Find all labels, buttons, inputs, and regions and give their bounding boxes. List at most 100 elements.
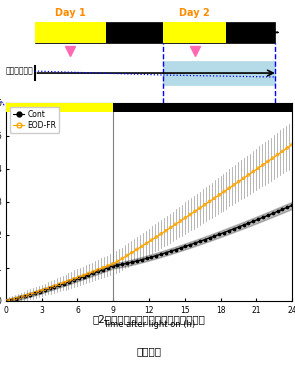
Point <box>76 276 81 282</box>
Point <box>236 224 241 230</box>
Point <box>47 286 52 292</box>
Point <box>168 224 173 230</box>
Bar <box>163 61 275 85</box>
Point <box>91 270 96 276</box>
Point <box>23 293 28 299</box>
Point <box>144 240 149 246</box>
Point <box>193 240 197 246</box>
Point <box>178 218 183 224</box>
Point <box>8 297 13 303</box>
Point <box>110 263 115 269</box>
Text: 図2．　画像解析による伸長量の日変化: 図2． 画像解析による伸長量の日変化 <box>93 314 205 324</box>
Point <box>81 274 86 280</box>
Point <box>86 270 91 276</box>
Point <box>207 199 212 204</box>
Point <box>154 234 159 240</box>
Point <box>86 272 91 278</box>
Point <box>227 228 231 234</box>
Point <box>13 296 18 301</box>
Point <box>96 269 100 275</box>
Point <box>115 258 120 264</box>
Point <box>241 222 246 228</box>
Bar <box>35 21 106 43</box>
Point <box>266 213 270 218</box>
Point <box>212 195 217 201</box>
Point <box>159 231 163 237</box>
Point <box>52 284 57 290</box>
Point <box>4 298 8 304</box>
Point <box>251 218 255 224</box>
Point <box>164 250 168 256</box>
X-axis label: Time after light on (h): Time after light on (h) <box>103 320 195 329</box>
Point <box>62 280 66 286</box>
Point <box>246 172 251 178</box>
Point <box>280 207 285 213</box>
Point <box>168 248 173 254</box>
Point <box>232 226 236 232</box>
Point <box>280 148 285 154</box>
Point <box>47 285 52 291</box>
Text: の比較: の比較 <box>137 346 161 356</box>
Point <box>135 258 139 264</box>
Point <box>266 159 270 165</box>
Point <box>256 216 260 222</box>
Point <box>290 202 294 208</box>
Point <box>207 235 212 241</box>
Point <box>120 256 125 262</box>
Point <box>217 192 222 198</box>
Point <box>62 280 66 286</box>
Point <box>260 214 265 220</box>
Point <box>290 142 294 148</box>
Point <box>256 165 260 171</box>
Bar <box>163 21 226 43</box>
Bar <box>35 21 275 43</box>
Point <box>115 262 120 268</box>
Point <box>222 230 227 235</box>
Point <box>135 246 139 252</box>
Point <box>149 254 154 260</box>
Point <box>110 261 115 267</box>
Point <box>251 169 255 175</box>
Point <box>270 155 275 161</box>
Point <box>67 278 71 284</box>
Point <box>130 259 134 265</box>
Text: Day 1: Day 1 <box>55 7 86 18</box>
Point <box>42 286 47 292</box>
Point <box>139 244 144 249</box>
Point <box>91 269 96 275</box>
Point <box>173 246 178 252</box>
Point <box>120 261 125 267</box>
Point <box>285 145 290 151</box>
Point <box>217 231 222 237</box>
Point <box>76 274 81 280</box>
Point <box>260 162 265 168</box>
Point <box>236 179 241 184</box>
Point <box>18 294 23 300</box>
Point <box>13 296 18 301</box>
Point <box>246 220 251 226</box>
Point <box>275 208 280 214</box>
Point <box>285 204 290 210</box>
Point <box>183 244 188 249</box>
Point <box>57 281 62 287</box>
Point <box>130 249 134 255</box>
Point <box>96 267 100 273</box>
Point <box>222 189 227 194</box>
Point <box>33 290 37 296</box>
Point <box>241 175 246 181</box>
Point <box>270 210 275 216</box>
Point <box>232 182 236 188</box>
Point <box>125 253 130 259</box>
Point <box>164 228 168 234</box>
Point <box>8 297 13 303</box>
Point <box>183 215 188 221</box>
Point <box>33 290 37 296</box>
Point <box>57 282 62 288</box>
Point <box>139 257 144 263</box>
Point <box>28 292 32 297</box>
Point <box>67 279 71 285</box>
Point <box>101 265 105 271</box>
Point <box>149 237 154 243</box>
Point <box>18 294 23 300</box>
Point <box>28 291 32 297</box>
